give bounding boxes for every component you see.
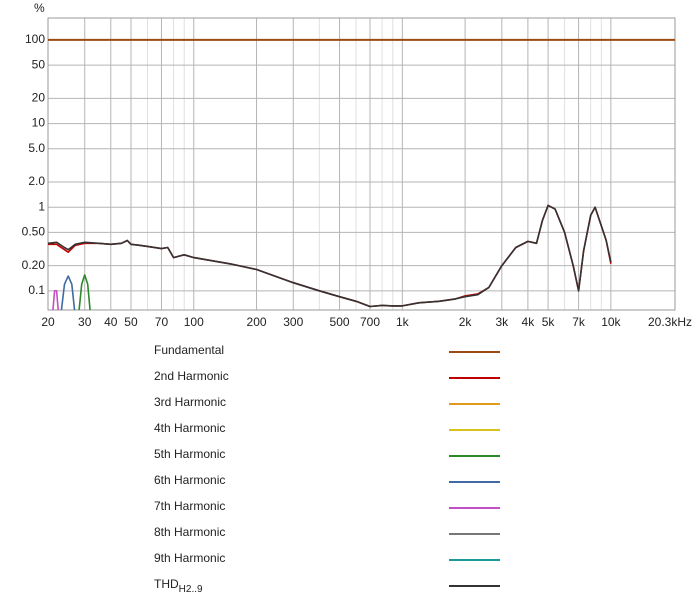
series-line <box>78 274 91 310</box>
x-tick-label: 2k <box>459 315 473 329</box>
legend-label: 9th Harmonic <box>154 551 225 565</box>
x-tick-label: 30 <box>78 315 92 329</box>
y-tick-label: 0.50 <box>22 225 46 239</box>
x-tick-label: 3k <box>495 315 509 329</box>
legend-label: 6th Harmonic <box>154 473 225 487</box>
x-tick-label: 4k <box>522 315 536 329</box>
x-tick-label: 50 <box>124 315 138 329</box>
y-tick-label: 20 <box>32 91 46 105</box>
y-tick-label: 1 <box>38 199 45 213</box>
legend-label: 2nd Harmonic <box>154 369 229 383</box>
legend-name: THD <box>154 577 179 591</box>
x-tick-label: 10k <box>601 315 621 329</box>
legend-name: Fundamental <box>154 343 224 357</box>
legend-label: THDH2..9 <box>154 577 203 594</box>
y-tick-label: 100 <box>25 32 45 46</box>
legend-name: 3rd Harmonic <box>154 395 226 409</box>
legend-label: 4th Harmonic <box>154 421 225 435</box>
legend-label: Fundamental <box>154 343 224 357</box>
series-line <box>48 204 612 308</box>
legend-name: 5th Harmonic <box>154 447 225 461</box>
legend-subscript: H2..9 <box>179 584 203 595</box>
x-tick-label: 20.3kHz <box>648 315 692 329</box>
x-tick-label: 40 <box>104 315 118 329</box>
legend-label: 7th Harmonic <box>154 499 225 513</box>
y-tick-label: 10 <box>32 116 46 130</box>
x-tick-label: 700 <box>360 315 380 329</box>
y-tick-label: 2.0 <box>28 174 45 188</box>
x-tick-label: 1k <box>396 315 410 329</box>
x-tick-label: 20 <box>41 315 55 329</box>
x-tick-label: 5k <box>542 315 556 329</box>
x-tick-label: 7k <box>572 315 586 329</box>
x-tick-label: 300 <box>283 315 303 329</box>
y-tick-label: 5.0 <box>28 141 45 155</box>
legend-label: 8th Harmonic <box>154 525 225 539</box>
plot-area <box>48 38 675 310</box>
y-axis-label: % <box>34 1 45 15</box>
x-tick-label: 100 <box>184 315 204 329</box>
legend-label: 5th Harmonic <box>154 447 225 461</box>
legend-name: 8th Harmonic <box>154 525 225 539</box>
legend-name: 9th Harmonic <box>154 551 225 565</box>
plot-frame <box>47 17 676 311</box>
legend-name: 4th Harmonic <box>154 421 225 435</box>
y-tick-label: 0.20 <box>22 258 46 272</box>
legend-name: 2nd Harmonic <box>154 369 229 383</box>
series-line <box>60 275 76 310</box>
legend-name: 6th Harmonic <box>154 473 225 487</box>
x-tick-label: 70 <box>155 315 169 329</box>
y-tick-label: 50 <box>32 57 46 71</box>
series-line <box>52 290 60 310</box>
legend-label: 3rd Harmonic <box>154 395 226 409</box>
y-tick-label: 0.1 <box>28 283 45 297</box>
legend-name: 7th Harmonic <box>154 499 225 513</box>
x-tick-label: 200 <box>247 315 267 329</box>
x-tick-label: 500 <box>330 315 350 329</box>
